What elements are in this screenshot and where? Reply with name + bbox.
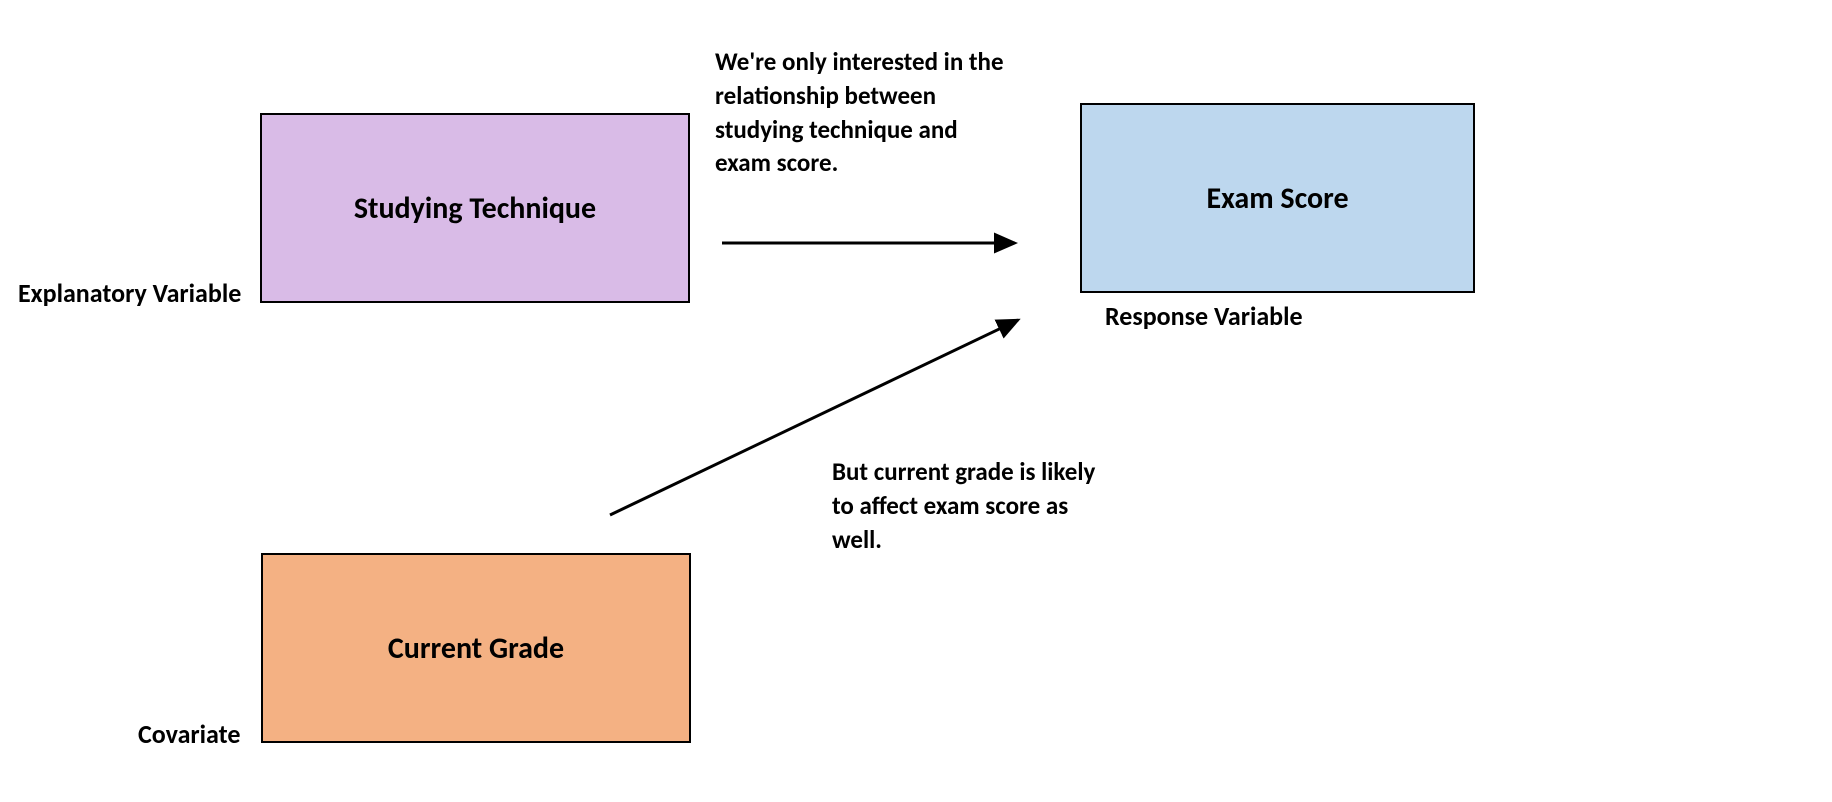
annotation-line: We're only interested in the — [715, 45, 1004, 79]
covariate-label: Current Grade — [388, 630, 564, 667]
covariate-caption: Covariate — [138, 718, 240, 750]
bottom-annotation: But current grade is likely to affect ex… — [832, 455, 1095, 556]
response-caption: Response Variable — [1105, 300, 1303, 332]
annotation-line: But current grade is likely — [832, 455, 1095, 489]
explanatory-box: Studying Technique — [260, 113, 690, 303]
covariate-box: Current Grade — [261, 553, 691, 743]
annotation-line: studying technique and — [715, 113, 1004, 147]
annotation-line: to affect exam score as — [832, 489, 1095, 523]
annotation-line: exam score. — [715, 146, 1004, 180]
top-annotation: We're only interested in the relationshi… — [715, 45, 1004, 180]
covariate-diagram: Studying Technique Explanatory Variable … — [0, 0, 1832, 802]
annotation-line: well. — [832, 523, 1095, 557]
annotation-line: relationship between — [715, 79, 1004, 113]
response-label: Exam Score — [1206, 180, 1348, 217]
response-box: Exam Score — [1080, 103, 1475, 293]
explanatory-caption: Explanatory Variable — [18, 277, 241, 309]
explanatory-label: Studying Technique — [354, 190, 596, 227]
